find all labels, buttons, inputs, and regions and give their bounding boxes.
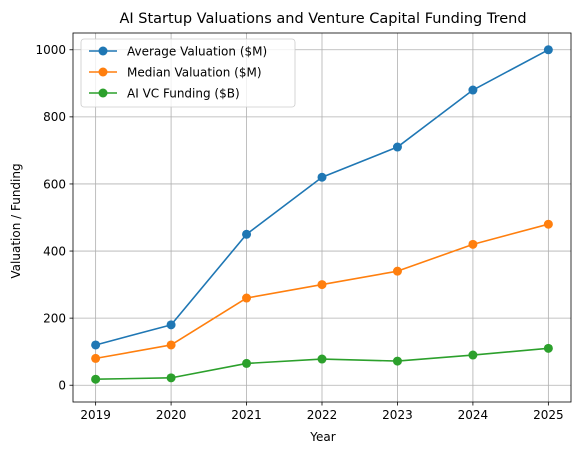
x-tick-label: 2024 (458, 408, 489, 422)
x-tick-label: 2019 (80, 408, 111, 422)
x-tick-label: 2020 (156, 408, 187, 422)
data-point (317, 280, 327, 290)
data-point (392, 266, 402, 276)
data-point (543, 219, 553, 229)
y-tick-label: 200 (43, 311, 66, 325)
legend-box (80, 38, 296, 108)
data-point (468, 239, 478, 249)
y-tick-label: 800 (43, 110, 66, 124)
legend-item: Median Valuation ($M) (89, 65, 262, 79)
y-axis-label: Valuation / Funding (9, 163, 23, 278)
legend-label: Median Valuation ($M) (127, 65, 262, 79)
data-point (166, 340, 176, 350)
legend-swatch-marker (98, 88, 108, 98)
data-point (242, 358, 252, 368)
data-point (392, 356, 402, 366)
legend-item: Average Valuation ($M) (89, 44, 267, 58)
data-point (91, 340, 101, 350)
y-tick-label: 1000 (35, 43, 66, 57)
legend: Average Valuation ($M) Median Valuation (… (80, 38, 296, 108)
x-tick-label: 2021 (231, 408, 262, 422)
x-tick-label: 2023 (382, 408, 413, 422)
series-1 (91, 45, 553, 350)
data-point (392, 142, 402, 152)
x-axis-label: Year (309, 430, 335, 444)
y-tick-label: 600 (43, 177, 66, 191)
y-tick-label: 0 (58, 379, 66, 393)
data-point (543, 45, 553, 55)
x-tick-label: 2025 (533, 408, 564, 422)
legend-swatch-marker (98, 67, 108, 77)
data-point (543, 343, 553, 353)
legend-label: Average Valuation ($M) (127, 44, 267, 58)
x-tick-label: 2022 (307, 408, 338, 422)
legend-swatch-marker (98, 46, 108, 56)
legend-item: AI VC Funding ($B) (89, 86, 240, 100)
data-point (242, 229, 252, 239)
y-tick-label: 400 (43, 244, 66, 258)
y-axis: 0 200 400 600 800 1000 (35, 43, 73, 393)
series-layer (91, 45, 553, 384)
data-point (317, 354, 327, 364)
data-point (468, 350, 478, 360)
legend-label: AI VC Funding ($B) (127, 86, 240, 100)
data-point (317, 172, 327, 182)
data-point (91, 374, 101, 384)
data-point (468, 85, 478, 95)
x-axis: 2019 2020 2021 2022 2023 2024 2025 (80, 402, 564, 422)
data-point (242, 293, 252, 303)
data-point (166, 320, 176, 330)
series-3 (91, 343, 553, 384)
series-2 (91, 219, 553, 363)
chart-title: AI Startup Valuations and Venture Capita… (119, 11, 526, 27)
data-point (91, 353, 101, 363)
data-point (166, 373, 176, 383)
